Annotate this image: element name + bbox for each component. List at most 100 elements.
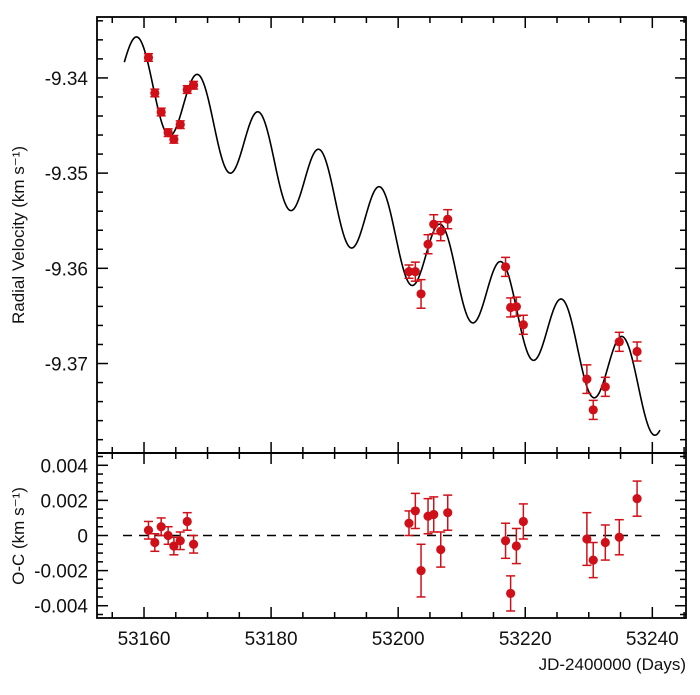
data-point — [506, 575, 516, 612]
data-marker — [410, 267, 420, 277]
data-marker — [518, 516, 528, 527]
data-marker — [443, 214, 453, 224]
data-point — [150, 532, 160, 553]
data-marker — [404, 267, 414, 277]
data-point — [156, 107, 166, 117]
data-point — [169, 134, 179, 144]
data-point — [150, 88, 160, 98]
x-tick-label: 53200 — [372, 629, 425, 650]
data-point — [588, 399, 598, 421]
data-marker — [423, 239, 433, 249]
data-marker — [632, 346, 642, 357]
y-tick-label: -9.35 — [45, 164, 88, 185]
data-point — [423, 497, 433, 535]
data-marker — [436, 544, 446, 555]
data-marker — [416, 566, 426, 576]
data-marker — [150, 537, 160, 548]
data-point — [410, 261, 420, 282]
data-marker — [600, 537, 610, 548]
data-point — [632, 341, 642, 362]
data-marker — [614, 337, 624, 347]
data-marker — [511, 541, 521, 551]
data-marker — [150, 88, 160, 98]
plot-frame — [96, 452, 687, 619]
data-point — [143, 52, 154, 63]
y-tick-label: -9.36 — [45, 259, 88, 280]
data-point — [175, 531, 185, 551]
y-tick-label: -0.004 — [34, 597, 88, 618]
data-marker — [443, 508, 453, 518]
data-point — [511, 296, 521, 317]
data-marker — [175, 536, 185, 546]
x-tick-label: 53160 — [118, 629, 171, 650]
x-tick-label: 53180 — [245, 629, 298, 650]
data-marker — [182, 516, 192, 527]
data-point — [518, 503, 528, 540]
data-point — [614, 331, 624, 353]
data-marker — [169, 134, 179, 144]
model-fit-curve — [123, 36, 661, 437]
data-point — [416, 543, 426, 598]
data-marker — [188, 80, 199, 90]
radial-velocity-panel: -9.34 -9.35 -9.36 -9.37 — [45, 16, 687, 454]
data-marker — [429, 509, 439, 520]
data-point — [429, 213, 439, 235]
y-tick-label: 0 — [77, 527, 88, 548]
data-point — [518, 314, 528, 336]
data-marker — [169, 541, 179, 551]
data-marker — [410, 506, 420, 516]
data-marker — [632, 494, 642, 504]
data-point — [182, 511, 192, 531]
data-marker — [614, 532, 624, 542]
y-axis-label-rv: Radial Velocity (km s⁻¹) — [9, 146, 28, 324]
data-point — [614, 518, 624, 556]
data-marker — [143, 525, 154, 535]
x-axis-label: JD-2400000 (Days) — [539, 655, 686, 674]
data-marker — [143, 52, 154, 63]
data-point — [156, 517, 166, 537]
data-marker — [511, 302, 521, 312]
plot-frame — [96, 16, 687, 454]
y-tick-label: -9.34 — [45, 69, 89, 90]
data-marker — [175, 120, 185, 130]
y-axis-label-oc: O-C (km s⁻¹) — [9, 487, 28, 585]
y-tick-label: -9.37 — [45, 355, 88, 376]
data-point — [500, 522, 511, 560]
data-marker — [588, 405, 598, 415]
data-point — [436, 531, 446, 568]
data-point — [175, 120, 185, 130]
data-marker — [582, 534, 592, 544]
data-point — [511, 527, 521, 565]
data-point — [436, 220, 446, 242]
data-point — [423, 233, 433, 255]
data-point — [188, 534, 199, 554]
x-tick-label: 53240 — [626, 629, 679, 650]
data-marker — [404, 518, 414, 528]
data-marker — [600, 382, 610, 392]
y-tick-label: -0.002 — [34, 562, 88, 583]
data-point — [143, 520, 154, 540]
data-marker — [416, 289, 426, 299]
data-point — [500, 256, 511, 278]
x-tick-label: 53220 — [499, 629, 552, 650]
data-marker — [436, 226, 446, 236]
data-point — [443, 208, 453, 230]
data-point — [632, 480, 642, 517]
data-point — [169, 536, 179, 556]
data-point — [429, 496, 439, 533]
data-point — [416, 278, 426, 309]
data-marker — [163, 530, 173, 541]
data-point — [188, 80, 199, 90]
data-marker — [500, 262, 511, 272]
data-point — [410, 492, 420, 530]
data-point — [600, 376, 610, 398]
data-point — [588, 541, 598, 579]
data-point — [443, 494, 453, 531]
data-point — [404, 264, 414, 280]
y-tick-label: 0.004 — [40, 456, 88, 477]
data-marker — [582, 374, 592, 384]
residuals-panel: 53160 53180 53200 53220 53240 0.004 0.002 0 -0.0… — [34, 452, 687, 650]
data-point — [582, 364, 592, 395]
y-tick-label: 0.002 — [40, 491, 88, 512]
